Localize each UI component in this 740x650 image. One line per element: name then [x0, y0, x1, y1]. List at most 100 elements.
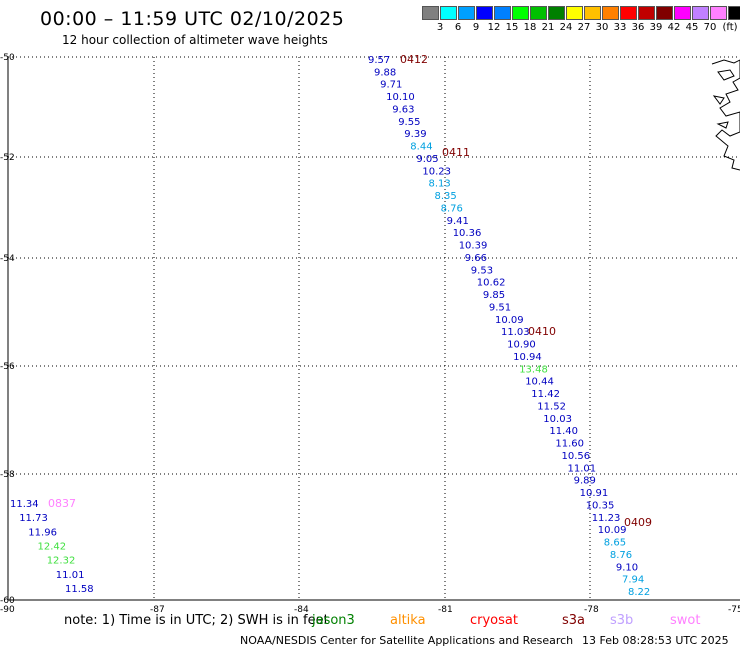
wave-height-label: 11.58 [65, 584, 94, 595]
wave-height-label: 11.03 [501, 327, 530, 338]
satellite-s3b: s3b [610, 613, 634, 628]
wave-height-label: 9.85 [483, 290, 505, 301]
legend-label: 39 [649, 22, 663, 33]
wave-height-label: 10.03 [543, 414, 572, 425]
lat-label: -58 [0, 470, 15, 480]
lat-label: -56 [0, 362, 15, 372]
wave-height-label: 9.53 [471, 265, 493, 276]
legend-label: 15 [505, 22, 519, 33]
wave-height-label: 10.94 [513, 352, 542, 363]
wave-height-label: 8.44 [410, 142, 432, 153]
legend-swatch [584, 6, 601, 20]
legend-label: 18 [523, 22, 537, 33]
legend-label: 33 [613, 22, 627, 33]
wave-height-label: 9.88 [374, 67, 396, 78]
legend-swatch [494, 6, 511, 20]
wave-height-label: 9.41 [447, 216, 469, 227]
wave-height-label: 10.62 [477, 278, 506, 289]
wave-height-label: 9.57 [368, 55, 390, 66]
time-tag: 0411 [442, 146, 470, 159]
lon-label: -84 [294, 605, 309, 615]
wave-height-legend: 3 6 9 12 15 18 21 24 27 30 33 36 39 42 45 70 (ft) [422, 6, 740, 33]
legend-swatch [692, 6, 709, 20]
lon-label: -90 [0, 605, 15, 615]
wave-height-label: 11.60 [555, 439, 584, 450]
wave-height-label: 9.39 [404, 129, 426, 140]
lon-label: -75 [728, 605, 740, 615]
legend-swatch [422, 6, 439, 20]
footer-timestamp: 13 Feb 08:28:53 UTC 2025 [582, 634, 729, 647]
legend-swatches [422, 6, 740, 20]
legend-swatch [656, 6, 673, 20]
satellite-jason3: jason3 [312, 613, 355, 628]
wave-height-label: 9.66 [465, 253, 487, 264]
wave-height-label: 11.73 [19, 513, 48, 524]
wave-height-label: 11.01 [56, 570, 85, 581]
legend-label: 21 [541, 22, 555, 33]
legend-swatch [440, 6, 457, 20]
legend-swatch [530, 6, 547, 20]
wave-height-label: 11.42 [531, 389, 560, 400]
legend-swatch [674, 6, 691, 20]
legend-label: 27 [577, 22, 591, 33]
wave-height-label: 11.40 [549, 426, 578, 437]
time-tag: 0409 [624, 516, 652, 529]
footer-credit: NOAA/NESDIS Center for Satellite Applica… [240, 634, 574, 647]
time-tag: 0837 [48, 497, 76, 510]
lat-label: -50 [0, 53, 15, 63]
wave-height-label: 9.51 [489, 302, 511, 313]
satellite-altika: altika [390, 613, 426, 628]
wave-height-label: 9.10 [616, 562, 638, 573]
wave-height-label: 11.23 [592, 513, 621, 524]
satellite-s3a: s3a [562, 613, 586, 628]
wave-height-label: 10.90 [507, 340, 536, 351]
wave-height-label: 11.52 [537, 401, 566, 412]
footer-note: note: 1) Time is in UTC; 2) SWH is in fe… [64, 613, 329, 628]
legend-swatch [728, 6, 740, 20]
lon-label: -81 [438, 605, 453, 615]
legend-label: 30 [595, 22, 609, 33]
legend-swatch [620, 6, 637, 20]
legend-swatch [602, 6, 619, 20]
legend-label: 12 [487, 22, 501, 33]
legend-swatch [476, 6, 493, 20]
wave-height-label: 10.56 [562, 451, 591, 462]
legend-label: 6 [454, 22, 462, 33]
wave-height-label: 9.55 [398, 117, 420, 128]
legend-swatch [548, 6, 565, 20]
wave-height-label: 8.13 [429, 179, 451, 190]
lon-label: -87 [150, 605, 165, 615]
wave-height-label: 10.35 [586, 500, 615, 511]
wave-height-label: 7.94 [622, 575, 644, 586]
wave-height-label: 10.39 [459, 241, 488, 252]
legend-swatch [638, 6, 655, 20]
time-tag: 0410 [528, 325, 556, 338]
legend-label: (ft) [722, 22, 738, 33]
lat-label: -60 [0, 596, 15, 606]
legend-swatch [458, 6, 475, 20]
lat-label: -54 [0, 254, 15, 264]
wave-height-label: 10.09 [598, 525, 627, 536]
wave-height-label: 10.44 [525, 377, 554, 388]
wave-height-label: 9.63 [392, 105, 414, 116]
legend-label: 36 [631, 22, 645, 33]
legend-swatch [566, 6, 583, 20]
satellite-cryosat: cryosat [470, 613, 518, 628]
lon-label: -78 [584, 605, 599, 615]
satellite-swot: swot [670, 613, 701, 628]
legend-label: 45 [685, 22, 699, 33]
coastline-islands [712, 69, 735, 129]
wave-height-label: 9.71 [380, 80, 402, 91]
wave-height-label: 8.65 [604, 538, 626, 549]
legend-label: 70 [703, 22, 717, 33]
wave-height-label: 10.10 [386, 92, 415, 103]
wave-height-label: 11.96 [28, 527, 57, 538]
legend-label: 9 [472, 22, 480, 33]
wave-height-label: 10.91 [580, 488, 609, 499]
wave-height-label: 8.35 [435, 191, 457, 202]
page-subtitle: 12 hour collection of altimeter wave hei… [62, 33, 328, 47]
legend-label: 42 [667, 22, 681, 33]
legend-label: 3 [436, 22, 444, 33]
time-tag: 0412 [400, 53, 428, 66]
